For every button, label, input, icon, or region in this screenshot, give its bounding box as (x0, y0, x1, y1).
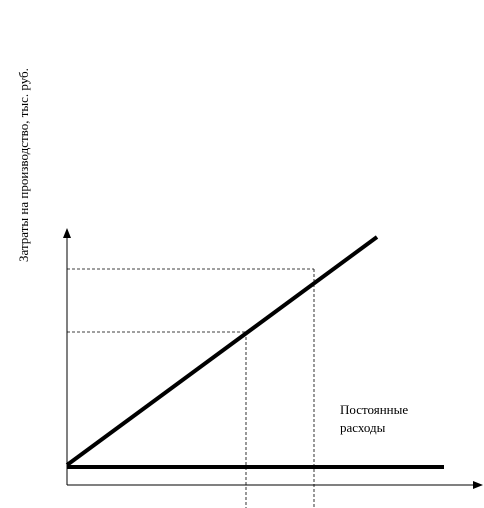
y-axis-label: Затраты на производство, тыс. руб. (16, 68, 31, 262)
total-cost-line (65, 235, 379, 467)
annotation-line: расходы (340, 420, 386, 435)
annotation-line: Постоянные (340, 402, 408, 417)
guides (67, 268, 315, 508)
